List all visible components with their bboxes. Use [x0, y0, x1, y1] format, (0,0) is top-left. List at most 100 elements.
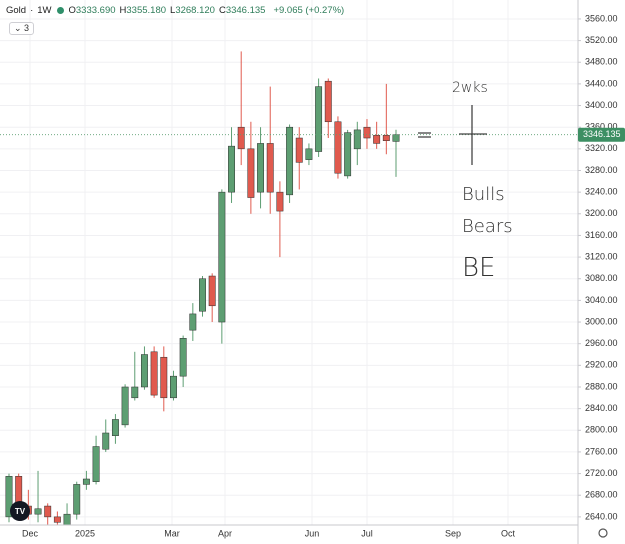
candle-body: [266, 143, 274, 193]
ohlc-label: O: [68, 5, 76, 16]
ohlc-value: 3355.180: [126, 5, 167, 16]
x-tick-label: Jul: [361, 528, 373, 538]
y-tick-label: 3000.00: [585, 316, 618, 326]
candle-body: [247, 148, 255, 198]
candle-body: [82, 478, 90, 485]
drawings: [418, 105, 487, 165]
candle-body: [382, 135, 390, 141]
candle-body: [73, 484, 81, 515]
candle-body: [102, 432, 110, 450]
y-tick-label: 2800.00: [585, 425, 618, 435]
candle-body: [295, 137, 303, 163]
candle-body: [324, 80, 332, 123]
candle-body: [121, 386, 129, 426]
ohlc-label: L: [170, 5, 176, 16]
symbol-legend: Gold · 1W O3333.690 H3355.180 L3268.120 C33…: [6, 5, 344, 16]
candle-body: [53, 516, 61, 523]
ohlc-value: 3333.690: [75, 5, 116, 16]
candle-body: [218, 191, 226, 323]
candle-body: [228, 145, 235, 193]
candle-body: [373, 135, 381, 144]
candle-body: [170, 375, 177, 399]
y-tick-label: 2720.00: [585, 468, 618, 478]
y-tick-label: 3040.00: [585, 295, 618, 305]
y-tick-label: 2760.00: [585, 446, 618, 456]
candle-body: [199, 278, 206, 312]
candle-body: [305, 148, 313, 160]
indicator-count: 3: [24, 23, 30, 33]
y-tick-label: 3160.00: [585, 230, 618, 240]
annotation: 2wks: [452, 80, 488, 96]
separator-dot: ·: [30, 5, 34, 16]
y-tick-label: 3440.00: [585, 78, 618, 88]
x-tick-label: Sep: [445, 528, 461, 538]
candle-body: [131, 386, 139, 399]
y-tick-label: 3120.00: [585, 251, 618, 261]
candle-body: [334, 121, 342, 174]
y-tick-label: 3560.00: [585, 13, 618, 23]
y-tick-label: 3240.00: [585, 187, 618, 197]
candle-body: [276, 191, 284, 212]
candle-body: [141, 354, 148, 388]
y-tick-label: 3360.00: [585, 122, 618, 132]
x-tick-label: Oct: [501, 528, 516, 538]
candle-body: [34, 508, 42, 515]
annotation: Bulls: [462, 184, 505, 205]
y-tick-label: 3400.00: [585, 100, 618, 110]
y-tick-label: 2840.00: [585, 403, 618, 413]
candles: [0, 51, 578, 525]
x-tick-label: 2025: [75, 528, 95, 538]
y-tick-label: 3200.00: [585, 208, 618, 218]
candle-body: [63, 513, 71, 525]
status-dot: [56, 7, 64, 14]
tv-logo: TV: [10, 501, 30, 521]
ohlc-values: O3333.690 H3355.180 L3268.120 C3346.135: [69, 5, 270, 16]
y-tick-label: 2880.00: [585, 381, 618, 391]
candle-body: [208, 275, 216, 307]
candle-body: [150, 351, 158, 396]
y-tick-label: 2920.00: [585, 360, 618, 370]
indicator-toggle[interactable]: ⌄ 3: [9, 22, 35, 35]
x-tick-label: Apr: [218, 528, 232, 538]
ohlc-value: 3268.120: [175, 5, 215, 16]
last-price-label: 3346.135: [583, 129, 621, 139]
candle-body: [286, 126, 294, 196]
y-tick-label: 3280.00: [585, 165, 618, 175]
candle-body: [111, 419, 119, 436]
candle-body: [392, 134, 400, 142]
ohlc-label: C: [218, 5, 226, 16]
candle-body: [315, 86, 323, 152]
candle-body: [363, 126, 371, 139]
candle-body: [344, 132, 352, 177]
candle-body: [257, 143, 265, 193]
change: +9.065 (+0.27%): [273, 5, 345, 16]
last-price-tag: [578, 127, 625, 142]
candle-body: [5, 476, 13, 518]
candle-body: [160, 356, 168, 399]
candle-body: [189, 313, 197, 331]
y-tick-label: 3520.00: [585, 35, 618, 45]
interval[interactable]: 1W: [37, 5, 52, 16]
annotation: BE: [462, 253, 495, 283]
y-tick-label: 2680.00: [585, 490, 618, 500]
x-tick-label: Dec: [22, 528, 39, 538]
svg-text:TV: TV: [15, 507, 26, 516]
candle-body: [237, 126, 245, 150]
time-axis: Dec 2025 Mar Apr Jun Jul Sep Oct: [22, 528, 516, 538]
x-tick-label: Jun: [305, 528, 320, 538]
price-axis: 2640.00 2680.00 2720.00 2760.00 2800.00 2840.…: [578, 13, 618, 521]
symbol[interactable]: Gold: [6, 5, 27, 16]
candle-body: [179, 338, 187, 377]
candle-body: [353, 129, 361, 150]
annotation: Bears: [462, 216, 513, 237]
y-tick-label: 3080.00: [585, 273, 618, 283]
x-tick-label: Mar: [164, 528, 180, 538]
y-tick-label: 3480.00: [585, 57, 618, 67]
ohlc-value: 3346.135: [225, 5, 266, 16]
y-tick-label: 2640.00: [585, 511, 618, 521]
candle-body: [44, 505, 52, 518]
settings-icon[interactable]: [598, 528, 608, 538]
ohlc-label: H: [119, 5, 127, 16]
